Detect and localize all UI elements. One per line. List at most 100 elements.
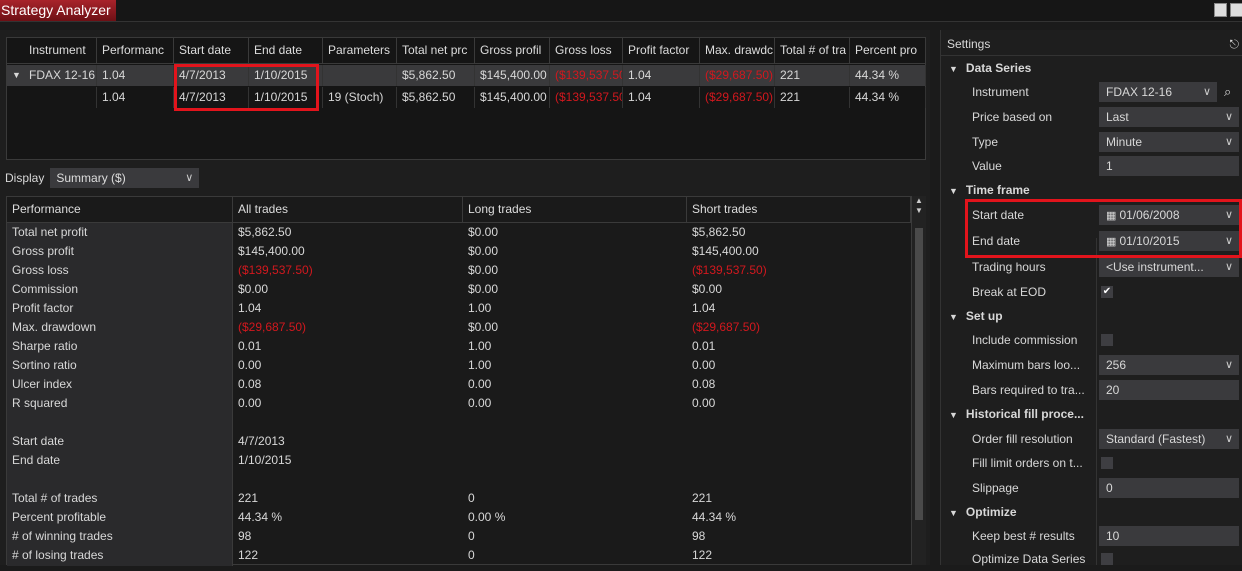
column-divider [1096,238,1097,565]
price-based-on-select[interactable]: Last ∨ [1099,107,1239,127]
metric-value: $145,400.00 [238,244,305,258]
section-optimize[interactable]: ▼ Optimize [941,500,1242,524]
checkbox[interactable] [1101,553,1113,565]
collapse-triangle-icon[interactable]: ▼ [949,312,958,322]
column-header[interactable]: Parameters [323,38,397,63]
setting-label: Optimize Data Series [972,552,1086,566]
setting-label: Maximum bars loo... [972,358,1081,372]
performance-row: Total # of trades 221 0 221 [7,489,911,508]
window-title-tab[interactable]: Strategy Analyzer [0,0,116,21]
checkbox[interactable] [1101,334,1113,346]
setting-value: FDAX 12-16 [1106,85,1173,99]
instrument-select[interactable]: FDAX 12-16 ∨ [1099,82,1217,102]
start-date-select[interactable]: ▦ 01/06/2008 ∨ [1099,205,1239,225]
setting-fill-limit-orders-on-t: Fill limit orders on t... [941,451,1242,475]
setting-label: Bars required to tra... [972,383,1085,397]
metric-value: $0.00 [468,244,499,258]
column-header[interactable]: Start date [174,38,249,63]
collapse-triangle-icon[interactable]: ▼ [949,410,958,420]
setting-value: 256 [1106,358,1127,372]
keep-best-results-input[interactable]: 10 [1099,526,1239,546]
performance-row: Commission $0.00 $0.00 $0.00 [7,280,911,299]
column-header[interactable]: Short trades [687,197,911,222]
setting-trading-hours: Trading hours <Use instrument... ∨ [941,255,1242,279]
metric-value: 0.08 [238,377,262,391]
performance-row: Total net profit $5,862.50 $0.00 $5,862.50 [7,223,911,242]
column-header[interactable]: Performanc [97,38,174,63]
metric-value: $0.00 [468,263,499,277]
results-row[interactable]: 1.04 4/7/2013 1/10/2015 19 (Stoch) $5,862.50… [7,87,926,108]
metric-value: 1.00 [468,339,492,353]
end-date-select[interactable]: ▦ 01/10/2015 ∨ [1099,231,1239,251]
performance-row [7,413,911,432]
metric-value: 0 [468,548,475,562]
column-header[interactable]: Total net prc [397,38,475,63]
column-header[interactable]: Total # of tra [775,38,850,63]
display-select[interactable]: Summary ($) ∨ [50,168,200,188]
restore-icon[interactable] [1230,3,1242,17]
value-input[interactable]: 1 [1099,156,1239,176]
metric-value: ($29,687.50) [692,320,761,334]
slippage-input[interactable]: 0 [1099,478,1239,498]
type-select[interactable]: Minute ∨ [1099,132,1239,152]
metric-value: 0.01 [238,339,262,353]
column-header[interactable]: Performance [7,197,233,222]
results-row[interactable]: ▼ FDAX 12-16 1.04 4/7/2013 1/10/2015 $5,862.5… [7,65,926,86]
minimize-icon[interactable] [1214,3,1227,17]
column-header[interactable]: Gross loss [550,38,623,63]
chevron-down-icon: ∨ [1224,261,1233,273]
column-header[interactable]: Gross profil [475,38,550,63]
calendar-icon[interactable]: ▦ [1106,236,1120,248]
performance-row: Profit factor 1.04 1.00 1.04 [7,299,911,318]
chevron-down-icon: ∨ [1224,235,1233,247]
column-header[interactable]: Profit factor [623,38,700,63]
checkbox-checked[interactable]: ✔ [1101,286,1113,298]
metric-value: 0 [468,491,475,505]
setting-start-date: Start date ▦ 01/06/2008 ∨ [941,203,1242,227]
column-header[interactable]: End date [249,38,323,63]
section-label: Set up [965,309,1003,323]
results-cell: ($29,687.50) [700,87,775,108]
checkbox[interactable] [1101,457,1113,469]
collapse-triangle-icon[interactable]: ▼ [949,64,958,74]
metric-value: $0.00 [468,320,499,334]
section-historical-fill-proce[interactable]: ▼ Historical fill proce... [941,402,1242,426]
order-fill-resolution-select[interactable]: Standard (Fastest) ∨ [1099,429,1239,449]
metric-value: ($139,537.50) [238,263,313,277]
section-label: Time frame [965,183,1030,197]
trading-hours-select[interactable]: <Use instrument... ∨ [1099,257,1239,277]
column-header[interactable]: Long trades [463,197,687,222]
column-header[interactable]: Percent pro [850,38,926,63]
setting-value: Value 1 [941,154,1242,178]
bars-required-to-tra-input[interactable]: 20 [1099,380,1239,400]
metric-value [463,432,687,451]
expand-triangle-icon[interactable]: ▼ [12,70,21,80]
results-cell: 1.04 [623,87,700,108]
collapse-triangle-icon[interactable]: ▼ [949,508,958,518]
column-header[interactable]: All trades [233,197,463,222]
highlight-box-results-dates [174,64,319,111]
metric-label: Gross loss [12,263,69,277]
performance-table: Performance All trades Long trades Short tr… [6,196,912,566]
scroll-arrows-icon[interactable]: ▲ ▼ [915,196,923,215]
column-header[interactable]: Instrument [24,38,97,63]
chevron-down-icon: ∨ [1224,136,1233,148]
results-table: Instrument Performanc Start date End date Pa… [6,37,926,160]
setting-value: 0 [1106,481,1113,495]
metric-value: 0.00 % [468,510,506,524]
row-indent[interactable] [7,87,24,108]
collapse-triangle-icon[interactable]: ▼ [949,186,958,196]
pin-icon[interactable]: ⎋ [1229,37,1240,51]
section-set-up[interactable]: ▼ Set up [941,304,1242,328]
section-data-series[interactable]: ▼ Data Series [941,56,1242,80]
section-time-frame[interactable]: ▼ Time frame [941,178,1242,202]
column-header[interactable]: Max. drawdc [700,38,775,63]
scrollbar-thumb[interactable] [915,228,923,520]
calendar-icon[interactable]: ▦ [1106,210,1120,222]
metric-value [687,413,911,432]
maximum-bars-loo-select[interactable]: 256 ∨ [1099,355,1239,375]
metric-label: # of winning trades [12,529,113,543]
metric-label: Profit factor [12,301,74,315]
search-icon[interactable]: ⌕ [1224,84,1232,99]
setting-price-based-on: Price based on Last ∨ [941,105,1242,129]
